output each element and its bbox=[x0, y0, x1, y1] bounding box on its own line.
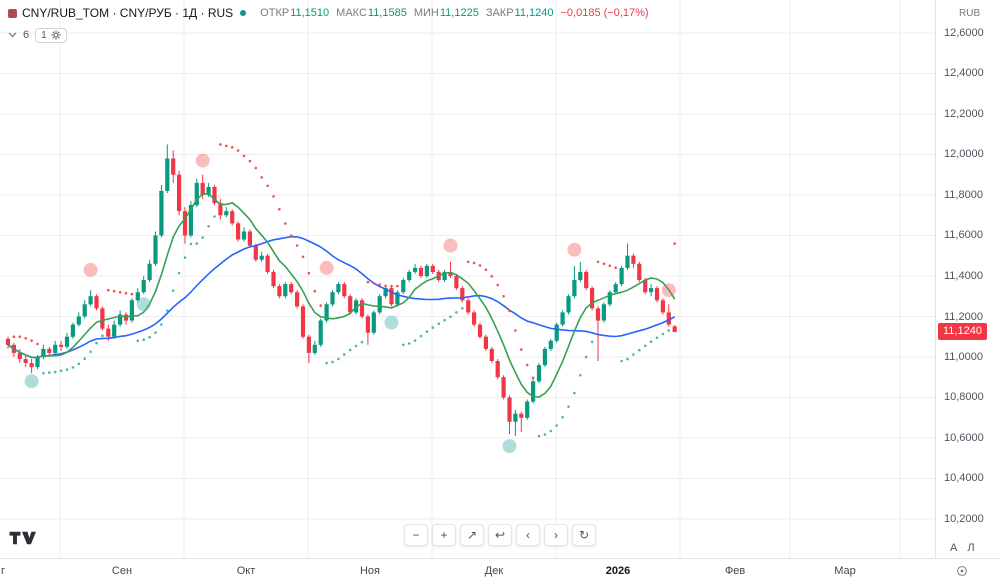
fit-chart-button[interactable]: ↗ bbox=[460, 524, 484, 546]
price-axis[interactable]: RUB 12,6000 12,4000 12,2000 12,0000 11,8000 1… bbox=[935, 0, 1000, 558]
grid bbox=[0, 0, 935, 558]
axis-currency-label: RUB bbox=[959, 8, 981, 19]
legend: CNY/RUB_TOM · CNY/РУБ · 1Д · RUS ОТКР 11,… bbox=[8, 5, 649, 43]
price-tick-label: 10,2000 bbox=[944, 513, 984, 525]
signal-markers bbox=[24, 153, 676, 454]
psar-dots bbox=[12, 143, 676, 438]
close-value: 11,1240 bbox=[514, 7, 554, 19]
price-tick-label: 10,8000 bbox=[944, 391, 984, 403]
pan-right-button[interactable]: › bbox=[544, 524, 568, 546]
chevron-down-icon[interactable] bbox=[8, 32, 17, 38]
open-value: 11,1510 bbox=[290, 7, 330, 19]
price-tick-label: 11,4000 bbox=[944, 270, 983, 282]
jump-back-button[interactable]: ↩ bbox=[488, 524, 512, 546]
time-tick-label: Ноя bbox=[359, 565, 381, 577]
time-tick-label: Мар bbox=[834, 565, 856, 577]
price-tick-label: 12,6000 bbox=[944, 27, 984, 39]
last-price-tag: 11,1240 bbox=[938, 323, 987, 340]
ma-slow-line bbox=[7, 235, 676, 359]
high-value: 11,1585 bbox=[367, 7, 407, 19]
time-tick-label: Сен bbox=[111, 565, 133, 577]
badge-count: 1 bbox=[41, 29, 47, 41]
gear-icon[interactable] bbox=[51, 30, 61, 40]
price-tick-label: 11,0000 bbox=[944, 351, 983, 363]
close-label: ЗАКР bbox=[485, 7, 514, 19]
time-tick-label: Дек bbox=[484, 565, 504, 577]
candles bbox=[5, 144, 677, 436]
price-tick-label: 12,0000 bbox=[944, 148, 984, 160]
symbol-color-badge bbox=[8, 8, 17, 18]
ma-fast-line bbox=[7, 192, 676, 398]
time-tick-label: 2026 bbox=[605, 565, 631, 577]
time-tick-label: Фев bbox=[724, 565, 746, 577]
log-scale-button[interactable]: Л bbox=[967, 542, 975, 554]
time-tick-label: Окт bbox=[236, 565, 256, 577]
auto-scale-button[interactable]: А bbox=[950, 542, 958, 554]
indicator-count: 6 bbox=[23, 29, 30, 41]
price-tick-label: 10,6000 bbox=[944, 432, 984, 444]
open-label: ОТКР bbox=[260, 7, 290, 19]
price-tick-label: 11,8000 bbox=[944, 189, 983, 201]
high-label: МАКС bbox=[336, 7, 367, 19]
axis-settings-icon[interactable] bbox=[956, 564, 968, 582]
candlestick-chart[interactable] bbox=[0, 0, 935, 558]
price-tick-label: 12,2000 bbox=[944, 108, 984, 120]
chart-nav-toolbar: − + ↗ ↩ ‹ › ↻ bbox=[404, 524, 596, 546]
scale-toggles: А Л bbox=[950, 542, 975, 554]
change-value: −0,0185 (−0,17%) bbox=[560, 7, 649, 19]
low-label: МИН bbox=[413, 7, 439, 19]
time-tick-label: г bbox=[0, 565, 6, 577]
price-tick-label: 11,2000 bbox=[944, 311, 983, 323]
pan-left-button[interactable]: ‹ bbox=[516, 524, 540, 546]
indicator-badge[interactable]: 1 bbox=[35, 27, 67, 43]
tradingview-logo[interactable] bbox=[8, 530, 36, 551]
price-tick-label: 11,6000 bbox=[944, 229, 983, 241]
ohlc-readout: ОТКР 11,1510 МАКС 11,1585 МИН 11,1225 ЗАКР 1… bbox=[253, 7, 648, 19]
symbol-title[interactable]: CNY/RUB_TOM · CNY/РУБ · 1Д · RUS bbox=[22, 6, 234, 20]
time-axis[interactable]: г Сен Окт Ноя Дек 2026 Фев Мар bbox=[0, 558, 1000, 584]
price-tick-label: 10,4000 bbox=[944, 472, 984, 484]
zoom-in-button[interactable]: + bbox=[432, 524, 456, 546]
reset-view-button[interactable]: ↻ bbox=[572, 524, 596, 546]
zoom-out-button[interactable]: − bbox=[404, 524, 428, 546]
price-tick-label: 12,4000 bbox=[944, 67, 984, 79]
low-value: 11,1225 bbox=[439, 7, 479, 19]
market-status-icon[interactable] bbox=[240, 10, 247, 16]
